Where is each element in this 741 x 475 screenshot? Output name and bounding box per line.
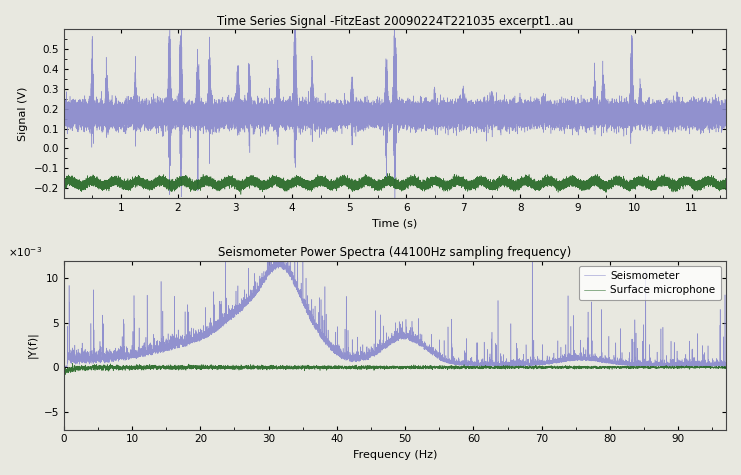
X-axis label: Time (s): Time (s) xyxy=(372,218,417,228)
Seismometer xyxy=(299,300,308,306)
Surface microphone xyxy=(93,364,102,370)
Y-axis label: Signal (V): Signal (V) xyxy=(18,86,28,141)
Line: Seismometer: Seismometer xyxy=(64,230,726,367)
Surface microphone xyxy=(551,365,559,370)
Surface microphone xyxy=(480,364,489,370)
Seismometer xyxy=(60,364,69,370)
Title: Seismometer Power Spectra (44100Hz sampling frequency): Seismometer Power Spectra (44100Hz sampl… xyxy=(219,247,571,259)
Surface microphone xyxy=(722,365,731,371)
Surface microphone xyxy=(68,361,77,366)
Title: Time Series Signal -FitzEast 20090224T221035 excerpt1..au: Time Series Signal -FitzEast 20090224T22… xyxy=(216,15,573,28)
Seismometer xyxy=(480,363,489,369)
Surface microphone xyxy=(59,367,68,373)
Seismometer xyxy=(722,363,731,369)
Surface microphone xyxy=(451,364,460,370)
Surface microphone xyxy=(299,364,308,370)
Seismometer xyxy=(451,360,460,365)
Seismometer xyxy=(267,228,276,233)
Seismometer xyxy=(551,360,559,366)
Surface microphone xyxy=(586,365,595,370)
Seismometer xyxy=(59,363,68,369)
Line: Surface microphone: Surface microphone xyxy=(64,363,726,375)
Text: $\times 10^{-3}$: $\times 10^{-3}$ xyxy=(7,245,41,259)
Legend: Seismometer, Surface microphone: Seismometer, Surface microphone xyxy=(579,266,721,301)
Y-axis label: |Y(f)|: |Y(f)| xyxy=(27,332,38,359)
Surface microphone xyxy=(61,372,70,378)
Seismometer xyxy=(93,355,102,361)
X-axis label: Frequency (Hz): Frequency (Hz) xyxy=(353,450,437,460)
Seismometer xyxy=(586,356,595,362)
